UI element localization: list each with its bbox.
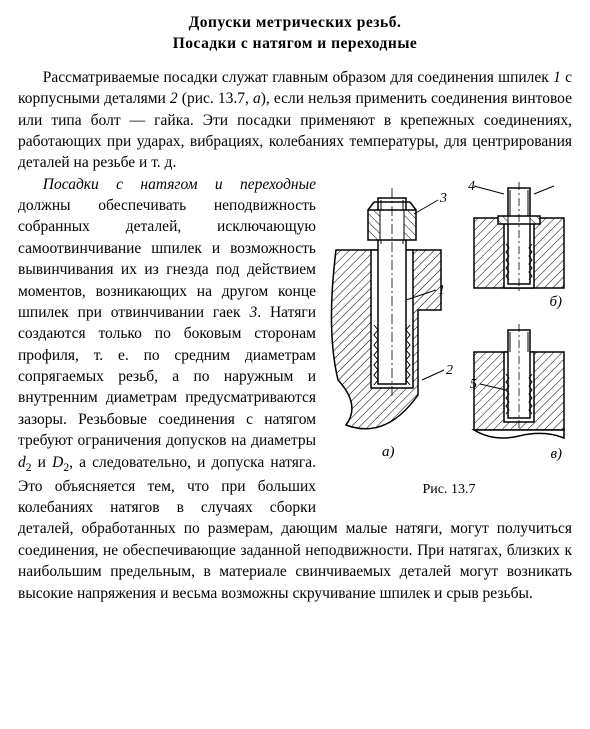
p1-ref2: 2 xyxy=(170,90,178,107)
fig-label-4: 4 xyxy=(468,180,475,194)
fig-label-a: а) xyxy=(382,444,395,460)
p1-t3: (рис. 13.7, xyxy=(178,90,253,107)
p2-and: и xyxy=(32,454,53,471)
title-line-2: Посадки с натягом и переходные xyxy=(18,33,572,54)
p2-D2: D xyxy=(52,454,63,471)
p2-lead: Посадки с натягом и переходные xyxy=(43,176,316,193)
p1-ref1: 1 xyxy=(553,69,561,86)
subfig-v: 5 в) xyxy=(470,324,564,462)
p2-t2: . Натяги создаются только по боковым сто… xyxy=(18,304,316,449)
paragraph-1: Рассматриваемые посадки служат главным о… xyxy=(18,67,572,174)
page-title: Допуски метрических резьб. Посадки с нат… xyxy=(18,12,572,55)
subfig-a: 3 1 2 а) xyxy=(331,188,453,460)
p2-t1: должны обеспечивать неподвижность собран… xyxy=(18,197,316,321)
p1-refa: а xyxy=(253,90,261,107)
fig-label-3: 3 xyxy=(439,191,447,206)
paragraph-2-wrap: 3 1 2 а) xyxy=(18,174,572,604)
subfig-b: 4 б) xyxy=(468,180,564,310)
fig-label-2: 2 xyxy=(446,363,453,378)
fig-label-v: в) xyxy=(550,446,562,462)
figure-svg: 3 1 2 а) xyxy=(326,180,572,470)
p1-t1: Рассматриваемые посадки служат главным о… xyxy=(43,69,553,86)
fig-label-1: 1 xyxy=(438,283,445,298)
fig-label-5: 5 xyxy=(470,377,477,392)
fig-label-b: б) xyxy=(549,294,562,310)
figure-caption: Рис. 13.7 xyxy=(326,480,572,499)
p2-d2: d xyxy=(18,454,26,471)
figure-13-7: 3 1 2 а) xyxy=(326,180,572,500)
title-line-1: Допуски метрических резьб. xyxy=(18,12,572,33)
